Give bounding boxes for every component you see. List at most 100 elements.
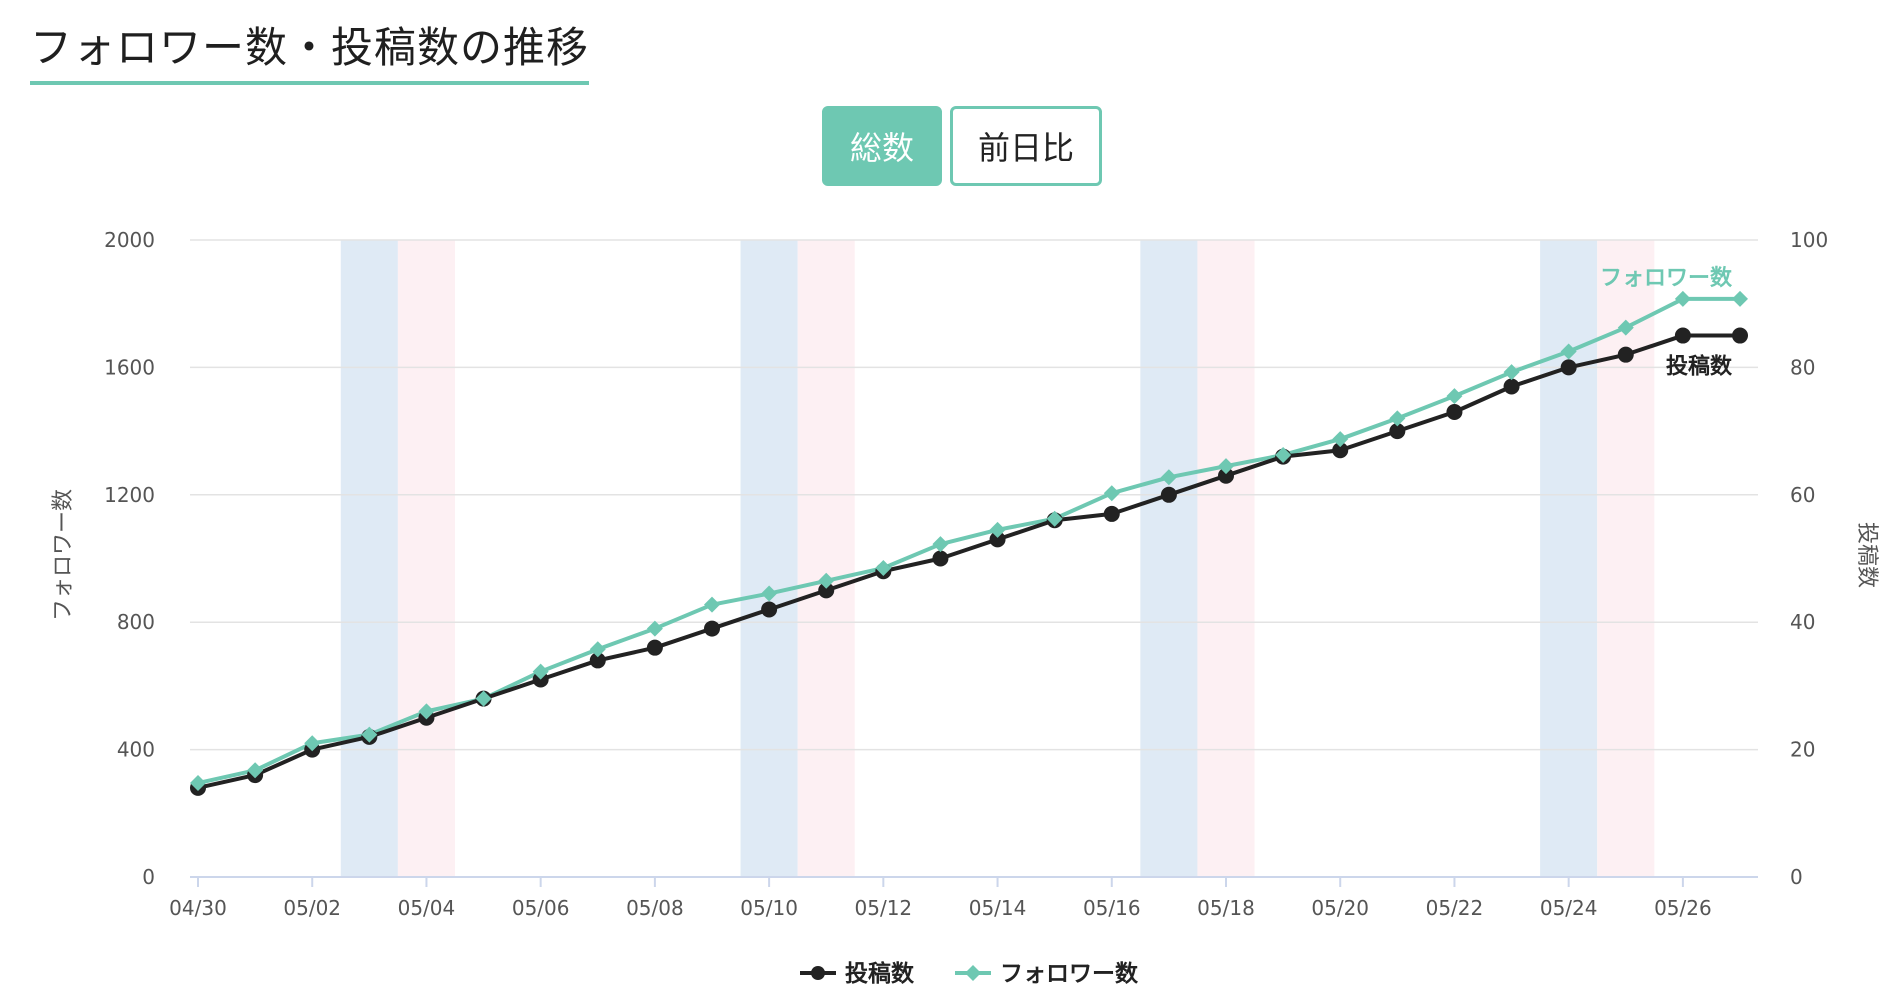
posts-point (1732, 327, 1748, 344)
weekend-band-saturday (1140, 240, 1198, 877)
x-tick-label: 05/26 (1654, 896, 1712, 920)
posts-point (589, 652, 606, 669)
legend-posts-label: 投稿数 (845, 960, 915, 987)
right-tick-label: 40 (1790, 610, 1815, 634)
followers-point (304, 735, 321, 752)
right-tick-label: 100 (1790, 228, 1828, 252)
weekend-band-saturday (740, 240, 798, 877)
legend-item-followers[interactable]: フォロワー数 (955, 961, 1139, 987)
posts-point (704, 620, 720, 637)
view-toggle: 総数 前日比 (822, 106, 1102, 186)
posts-point (1674, 327, 1691, 344)
followers-point (190, 775, 206, 792)
x-tick-label: 05/16 (1083, 896, 1141, 920)
x-axis-ticks: 04/30 05/02 05/04 05/06 05/08 05/10 05/12 05/14… (169, 876, 1758, 920)
followers-point (1103, 485, 1120, 502)
left-tick-label: 400 (117, 738, 155, 762)
left-axis-ticks: 0 400 800 1200 1600 2000 (104, 228, 155, 889)
left-tick-label: 0 (142, 865, 155, 889)
followers-point (1218, 458, 1234, 475)
followers-point (646, 620, 663, 637)
followers-point (418, 703, 435, 720)
followers-point (1617, 319, 1634, 336)
x-tick-label: 05/20 (1311, 896, 1369, 920)
daily-change-toggle-button[interactable]: 前日比 (950, 106, 1102, 186)
posts-point (989, 531, 1006, 548)
followers-point (1275, 446, 1292, 463)
x-tick-label: 05/02 (283, 896, 341, 920)
followers-point (361, 726, 378, 743)
posts-point (1617, 346, 1634, 363)
followers-point (761, 585, 778, 602)
posts-point (1218, 467, 1234, 484)
weekend-band-sunday (1597, 240, 1655, 877)
followers-point (589, 641, 606, 658)
followers-point (1160, 469, 1177, 486)
x-tick-label: 05/14 (969, 896, 1027, 920)
left-tick-label: 2000 (104, 228, 155, 252)
posts-point (646, 639, 663, 656)
followers-point (475, 690, 492, 707)
posts-point (1446, 403, 1463, 420)
x-tick-label: 05/22 (1426, 896, 1484, 920)
x-tick-label: 04/30 (169, 896, 227, 920)
posts-point (1503, 378, 1520, 395)
x-tick-label: 05/08 (626, 896, 684, 920)
followers-point (1332, 431, 1349, 448)
left-axis-title: フォロワー数 (51, 489, 76, 621)
weekend-bands (340, 240, 1655, 877)
posts-point (1332, 442, 1349, 459)
right-tick-label: 80 (1790, 355, 1815, 379)
posts-point (1103, 505, 1120, 522)
posts-line (197, 333, 1740, 790)
posts-point (1560, 359, 1577, 376)
right-tick-label: 60 (1790, 483, 1815, 507)
followers-point (1560, 343, 1577, 360)
grid-lines (190, 239, 1758, 751)
followers-point (1389, 410, 1406, 427)
right-axis-ticks: 0 20 40 60 80 100 (1790, 228, 1828, 889)
posts-point (1389, 423, 1406, 440)
x-tick-label: 05/18 (1197, 896, 1255, 920)
page-title: フォロワー数・投稿数の推移 (30, 14, 590, 85)
left-tick-label: 800 (117, 610, 155, 634)
followers-point (247, 762, 264, 779)
legend-item-posts[interactable]: 投稿数 (800, 960, 915, 987)
followers-point (932, 536, 949, 553)
x-tick-label: 05/12 (855, 896, 913, 920)
legend: 投稿数 フォロワー数 (800, 960, 1139, 987)
weekend-band-saturday (340, 240, 398, 877)
legend-followers-label: フォロワー数 (1000, 961, 1139, 987)
posts-end-label: 投稿数 (1666, 354, 1733, 380)
followers-point (1674, 290, 1691, 307)
right-tick-label: 0 (1790, 865, 1803, 889)
legend-followers-marker (965, 965, 981, 981)
series-layer (190, 290, 1748, 796)
left-tick-label: 1200 (104, 483, 155, 507)
total-toggle-button[interactable]: 総数 (822, 106, 942, 186)
right-axis-title: 投稿数 (1854, 522, 1879, 588)
x-tick-label: 05/24 (1540, 896, 1598, 920)
followers-point (875, 560, 892, 577)
weekend-band-saturday (1540, 240, 1598, 877)
x-tick-label: 05/06 (512, 896, 570, 920)
right-tick-label: 20 (1790, 738, 1815, 762)
followers-point (1732, 290, 1748, 307)
followers-end-label: フォロワー数 (1600, 265, 1733, 291)
followers-line (197, 296, 1740, 785)
left-tick-label: 1600 (104, 355, 155, 379)
followers-point (1046, 510, 1063, 527)
posts-point (932, 550, 949, 567)
posts-point (818, 582, 835, 599)
followers-point (1446, 388, 1463, 405)
posts-point (761, 601, 778, 618)
followers-point (989, 521, 1006, 538)
weekend-band-sunday (397, 240, 455, 877)
x-tick-label: 05/04 (398, 896, 456, 920)
followers-point (1503, 364, 1520, 381)
weekend-band-sunday (1197, 240, 1255, 877)
x-tick-label: 05/10 (740, 896, 798, 920)
legend-posts-marker (811, 966, 825, 980)
posts-point (1160, 486, 1177, 503)
